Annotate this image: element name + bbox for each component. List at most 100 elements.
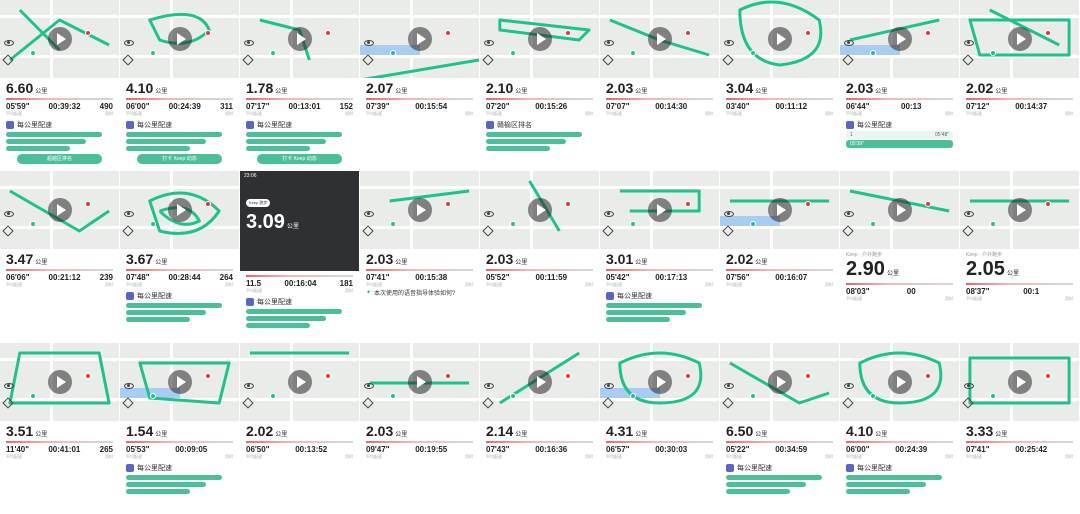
route-map[interactable] <box>480 342 599 421</box>
eye-icon[interactable] <box>364 40 374 46</box>
eye-icon[interactable] <box>724 211 734 218</box>
play-icon[interactable] <box>168 27 192 51</box>
route-map[interactable] <box>0 171 119 250</box>
route-map[interactable] <box>960 0 1079 78</box>
run-screenshot-tile[interactable]: 4.10 公里 06'00" 00:24:39 311 平均配速 用时 每公里配速 打卡 Kee… <box>120 0 240 172</box>
section-pace-per-km[interactable]: 每公里配速 <box>846 463 953 473</box>
eye-icon[interactable] <box>124 40 134 46</box>
route-map[interactable] <box>840 342 959 421</box>
play-icon[interactable] <box>288 27 312 51</box>
play-icon[interactable] <box>528 198 552 223</box>
route-map[interactable] <box>720 171 839 250</box>
run-screenshot-tile[interactable]: 23:06 Keep 跑步 3.09 公里 11.5 00:16:04 181 平均配速 用时每… <box>240 171 360 343</box>
route-map[interactable] <box>600 171 719 250</box>
route-map[interactable] <box>120 171 239 250</box>
section-pace-per-km[interactable]: 每公里配速 <box>126 463 233 473</box>
run-screenshot-tile[interactable]: 3.47 公里 06'06" 00:21:12 239 平均配速 用时 <box>0 171 120 343</box>
run-screenshot-tile[interactable]: 2.02 公里 06'50" 00:13:52 平均配速 用时 <box>240 342 360 514</box>
eye-icon[interactable] <box>844 211 854 218</box>
run-screenshot-tile[interactable]: 4.10 公里 06'00" 00:24:39 平均配速 用时 每公里配速 <box>840 342 960 514</box>
run-screenshot-tile[interactable]: 3.67 公里 07'48" 00:28:44 264 平均配速 用时 每公里配速 <box>120 171 240 343</box>
route-map[interactable] <box>120 342 239 421</box>
play-icon[interactable] <box>48 27 72 51</box>
play-icon[interactable] <box>768 27 792 51</box>
run-screenshot-tile[interactable]: 3.01 公里 05'42" 00:17:13 平均配速 用时 每公里配速 <box>600 171 720 343</box>
play-icon[interactable] <box>768 369 792 394</box>
route-map[interactable] <box>240 0 359 78</box>
eye-icon[interactable] <box>724 40 734 46</box>
section-pace-per-km[interactable]: 每公里配速 <box>606 291 713 301</box>
run-screenshot-tile[interactable]: 2.14 公里 07'43" 00:16:36 平均配速 用时 <box>480 342 600 514</box>
play-icon[interactable] <box>408 369 432 394</box>
route-map[interactable] <box>840 0 959 78</box>
run-screenshot-tile[interactable]: 2.07 公里 07'39" 00:15:54 平均配速 用时 <box>360 0 480 172</box>
play-icon[interactable] <box>408 198 432 223</box>
play-icon[interactable] <box>288 369 312 394</box>
play-icon[interactable] <box>48 198 72 223</box>
route-map[interactable] <box>240 342 359 421</box>
section-pace-per-km[interactable]: 每公里配速 <box>246 120 353 130</box>
eye-icon[interactable] <box>364 211 374 218</box>
play-icon[interactable] <box>168 198 192 223</box>
run-screenshot-tile[interactable]: 2.03 公里 05'52" 00:11:59 平均配速 用时 <box>480 171 600 343</box>
voice-survey-prompt[interactable]: ✦ 本次使用的语音指导体验如何? <box>366 288 473 297</box>
section-pace-per-km[interactable]: 每公里配速 <box>726 463 833 473</box>
play-icon[interactable] <box>648 27 672 51</box>
play-icon[interactable] <box>1008 369 1032 394</box>
play-icon[interactable] <box>888 369 912 394</box>
run-screenshot-tile[interactable]: Keep · 户外跑步 2.05 公里 08'37" 00:1 平均配速 用时 <box>960 171 1080 343</box>
play-icon[interactable] <box>408 27 432 51</box>
eye-icon[interactable] <box>4 40 14 46</box>
route-map[interactable] <box>480 0 599 78</box>
eye-icon[interactable] <box>844 382 854 389</box>
play-icon[interactable] <box>528 369 552 394</box>
play-icon[interactable] <box>48 369 72 394</box>
eye-icon[interactable] <box>364 382 374 389</box>
route-map[interactable] <box>360 0 479 78</box>
route-map[interactable] <box>600 0 719 78</box>
eye-icon[interactable] <box>124 211 134 218</box>
run-screenshot-tile[interactable]: 2.02 公里 07'56" 00:16:07 平均配速 用时 <box>720 171 840 343</box>
eye-icon[interactable] <box>124 382 134 389</box>
run-screenshot-tile[interactable]: 6.50 公里 05'22" 00:34:59 平均配速 用时 每公里配速 <box>720 342 840 514</box>
play-icon[interactable] <box>888 27 912 51</box>
section-pace-per-km[interactable]: 赣榆区排名 <box>486 120 593 130</box>
section-pace-per-km[interactable]: 每公里配速 <box>126 120 233 130</box>
section-pace-per-km[interactable]: 每公里配速 <box>6 120 113 130</box>
run-screenshot-tile[interactable]: 6.60 公里 05'59" 00:39:32 490 平均配速 用时 每公里配速 超越区排名 <box>0 0 120 172</box>
section-pace-per-km[interactable]: 每公里配速 <box>246 297 353 307</box>
route-map[interactable] <box>600 342 719 421</box>
eye-icon[interactable] <box>484 211 494 218</box>
eye-icon[interactable] <box>964 211 974 218</box>
play-icon[interactable] <box>168 369 192 394</box>
route-map[interactable] <box>360 342 479 421</box>
run-screenshot-tile[interactable]: 2.03 公里 07'41" 00:15:38 平均配速 用时 ✦ 本次使用的语音指导体验如何… <box>360 171 480 343</box>
route-map[interactable] <box>840 171 959 250</box>
run-screenshot-tile[interactable]: 3.04 公里 03'40" 00:11:12 平均配速 用时 <box>720 0 840 172</box>
run-screenshot-tile[interactable]: Keep · 户外跑步 2.90 公里 08'03" 00 平均配速 用时 <box>840 171 960 343</box>
play-icon[interactable] <box>768 198 792 223</box>
play-icon[interactable] <box>888 198 912 223</box>
eye-icon[interactable] <box>964 40 974 46</box>
route-map[interactable] <box>480 171 599 250</box>
route-map[interactable] <box>360 171 479 250</box>
eye-icon[interactable] <box>604 40 614 46</box>
run-screenshot-tile[interactable]: 2.03 公里 07'07" 00:14:30 平均配速 用时 <box>600 0 720 172</box>
route-map[interactable] <box>120 0 239 78</box>
eye-icon[interactable] <box>244 40 254 46</box>
eye-icon[interactable] <box>244 382 254 389</box>
eye-icon[interactable] <box>484 382 494 389</box>
eye-icon[interactable] <box>724 382 734 389</box>
ranking-button[interactable]: 超越区排名 <box>16 154 103 164</box>
play-icon[interactable] <box>648 369 672 394</box>
run-screenshot-tile[interactable]: 4.31 公里 06'57" 00:30:03 平均配速 用时 <box>600 342 720 514</box>
eye-icon[interactable] <box>604 382 614 389</box>
eye-icon[interactable] <box>4 211 14 218</box>
route-map[interactable] <box>720 0 839 78</box>
eye-icon[interactable] <box>844 40 854 46</box>
run-screenshot-tile[interactable]: 3.33 公里 07'41" 00:25:42 平均配速 用时 <box>960 342 1080 514</box>
run-screenshot-tile[interactable]: 2.03 公里 06'44" 00:13 平均配速 用时 每公里配速 1 05'48" 05'39… <box>840 0 960 172</box>
route-map[interactable] <box>0 342 119 421</box>
route-map[interactable] <box>960 342 1079 421</box>
route-map[interactable] <box>960 171 1079 250</box>
